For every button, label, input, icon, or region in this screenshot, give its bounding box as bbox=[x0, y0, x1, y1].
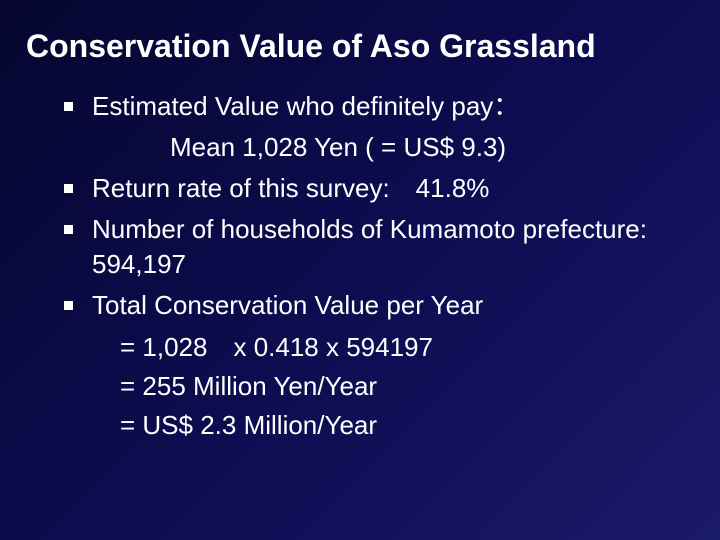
calc-line: = US$ 2.3 Million/Year bbox=[92, 408, 670, 443]
bullet-marker-icon bbox=[64, 102, 73, 111]
calc-line: = 255 Million Yen/Year bbox=[92, 369, 670, 404]
calc-line: = 1,028 x 0.418 x 594197 bbox=[92, 330, 670, 365]
bullet-item: Return rate of this survey: 41.8% bbox=[92, 171, 670, 206]
slide: Conservation Value of Aso Grassland Esti… bbox=[0, 0, 720, 540]
bullet-text: Total Conservation Value per Year bbox=[92, 290, 483, 320]
slide-title: Conservation Value of Aso Grassland bbox=[20, 28, 700, 65]
bullet-marker-icon bbox=[64, 301, 73, 310]
bullet-item: Total Conservation Value per Year bbox=[92, 288, 670, 323]
bullet-item: Estimated Value who definitely pay： bbox=[92, 89, 670, 124]
slide-content: Estimated Value who definitely pay： Mean… bbox=[20, 89, 700, 443]
bullet-text: Estimated Value who definitely pay： bbox=[92, 91, 519, 121]
bullet-text: Number of households of Kumamoto prefect… bbox=[92, 214, 673, 279]
bullet-text: Return rate of this survey: 41.8% bbox=[92, 173, 489, 203]
bullet-marker-icon bbox=[64, 184, 73, 193]
bullet-subline: Mean 1,028 Yen ( = US$ 9.3) bbox=[92, 130, 670, 165]
bullet-marker-icon bbox=[64, 225, 73, 234]
bullet-item: Number of households of Kumamoto prefect… bbox=[92, 212, 670, 282]
